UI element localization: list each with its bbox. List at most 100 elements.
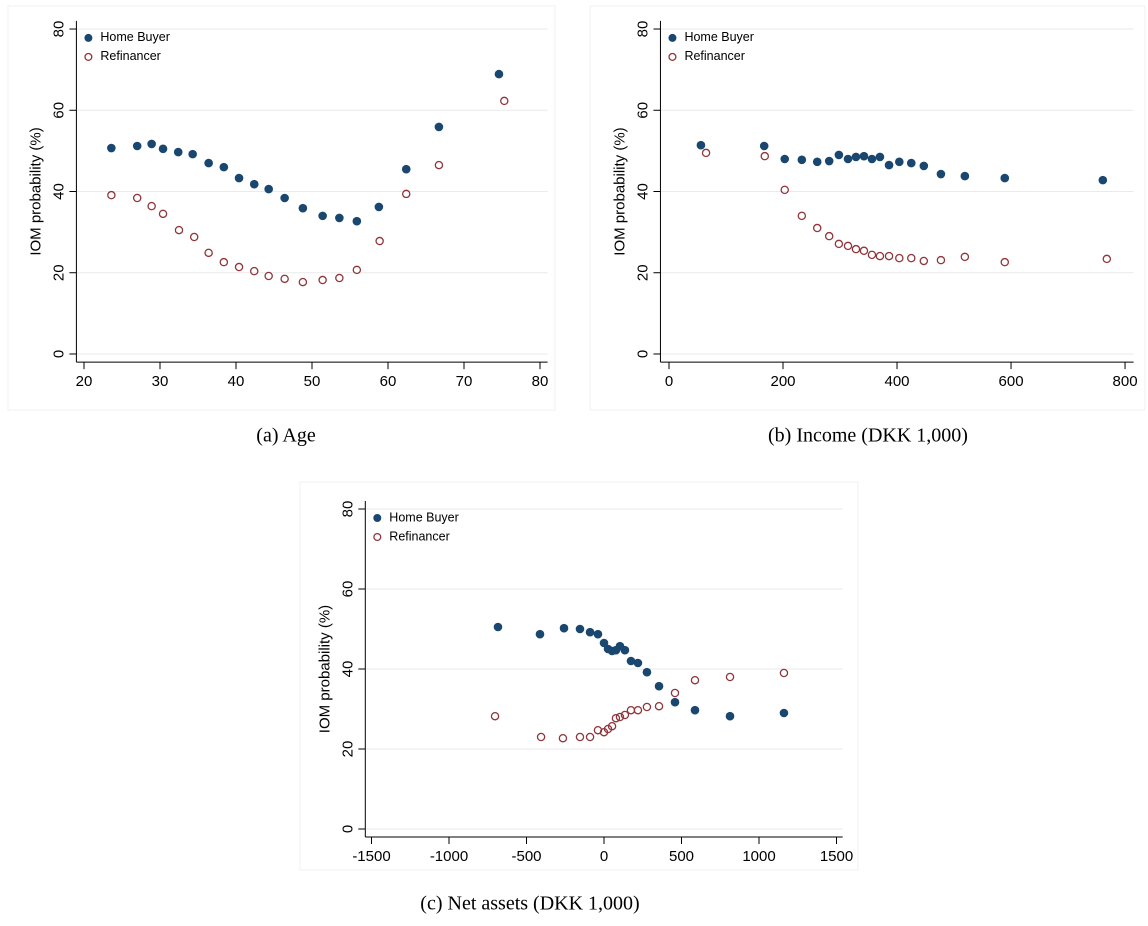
point: [1102, 254, 1112, 264]
point: [173, 147, 183, 157]
point: [204, 248, 213, 258]
point: [585, 627, 595, 637]
y-tick-label: 60: [634, 102, 651, 119]
point: [132, 193, 142, 203]
x-tick-label: 40: [228, 373, 245, 390]
point: [759, 141, 769, 151]
point: [434, 160, 444, 170]
point: [884, 160, 894, 170]
x-tick-label: 200: [770, 373, 795, 390]
y-axis-label: IOM probability (%): [611, 127, 628, 255]
point: [907, 253, 916, 263]
y-tick-label: 0: [339, 825, 356, 833]
point: [859, 151, 869, 161]
point: [335, 273, 344, 283]
point: [654, 681, 664, 691]
point: [859, 246, 869, 256]
legend-marker: [373, 514, 382, 522]
point: [107, 143, 116, 153]
x-tick-label: 0: [600, 848, 608, 865]
point: [611, 713, 621, 723]
point: [536, 732, 546, 742]
point: [919, 161, 929, 171]
point: [851, 244, 861, 254]
point: [219, 257, 229, 267]
x-tick-label: 600: [999, 373, 1024, 390]
x-tick-label: 80: [532, 373, 549, 390]
caption: (b) Income (DKK 1,000): [768, 425, 968, 447]
point: [654, 701, 664, 711]
point: [797, 211, 807, 221]
point: [620, 645, 630, 655]
x-tick-label: 1000: [742, 848, 775, 865]
legend-marker: [668, 52, 677, 61]
x-tick-label: -1000: [430, 848, 468, 865]
x-tick-label: 60: [380, 373, 397, 390]
point: [280, 193, 289, 203]
point: [620, 710, 630, 720]
point: [812, 157, 822, 167]
point: [960, 252, 970, 262]
legend-marker: [84, 52, 93, 61]
y-tick-label: 0: [634, 350, 651, 358]
point: [780, 185, 789, 195]
point: [760, 151, 770, 161]
point: [158, 209, 168, 219]
point: [725, 711, 735, 721]
point: [884, 251, 894, 261]
point: [701, 148, 711, 158]
point: [189, 232, 199, 242]
point: [493, 622, 503, 632]
legend-label: Home Buyer: [100, 30, 169, 44]
point: [633, 705, 643, 715]
caption: (c) Net assets (DKK 1,000): [420, 893, 639, 915]
legend-label: Refinancer: [684, 49, 744, 63]
x-tick-label: 30: [152, 373, 169, 390]
panel-background: [7, 5, 556, 411]
point: [779, 708, 789, 718]
point: [936, 255, 946, 265]
x-tick-label: 800: [1113, 373, 1138, 390]
point: [264, 271, 273, 281]
x-tick-label: -1500: [352, 848, 390, 865]
x-tick-label: 1500: [820, 848, 853, 865]
point: [352, 265, 362, 275]
point: [607, 721, 617, 731]
caption: (a) Age: [256, 425, 316, 447]
legend-label: Home Buyer: [389, 510, 458, 524]
x-tick-label: 70: [456, 373, 473, 390]
y-tick-label: 20: [634, 264, 651, 281]
x-tick-label: 400: [885, 373, 910, 390]
y-tick-label: 40: [50, 183, 67, 200]
point: [670, 697, 680, 707]
point: [633, 658, 643, 668]
point: [797, 155, 807, 165]
point: [298, 277, 308, 287]
point: [575, 624, 585, 634]
y-axis-label: IOM probability (%): [316, 605, 333, 733]
point: [642, 702, 652, 712]
panel-background: [299, 481, 859, 871]
point: [867, 250, 877, 260]
point: [298, 203, 308, 213]
point: [219, 162, 229, 172]
point: [401, 164, 411, 174]
y-tick-label: 80: [50, 21, 67, 38]
point: [960, 171, 970, 181]
point: [559, 623, 569, 633]
x-tick-label: -500: [511, 848, 541, 865]
y-tick-label: 20: [339, 741, 356, 758]
point: [401, 189, 411, 199]
y-tick-label: 0: [50, 350, 67, 358]
legend-marker: [668, 33, 677, 42]
point: [867, 154, 877, 164]
point: [1000, 173, 1010, 183]
point: [158, 144, 168, 154]
point: [318, 275, 327, 285]
point: [500, 96, 509, 106]
point: [895, 157, 904, 167]
point: [642, 667, 652, 677]
point: [147, 139, 156, 149]
point: [234, 173, 244, 183]
point: [374, 202, 384, 212]
